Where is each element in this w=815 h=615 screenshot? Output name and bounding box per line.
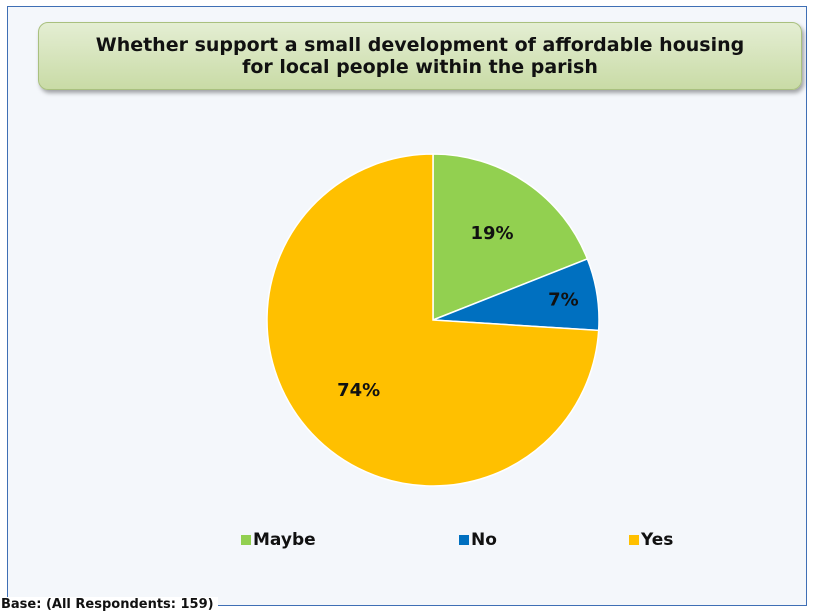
pie-slices	[266, 153, 600, 487]
legend-item-maybe: Maybe	[241, 529, 316, 551]
legend-swatch-no	[459, 535, 469, 545]
chart-title: Whether support a small development of a…	[95, 34, 745, 78]
legend-item-yes: Yes	[629, 529, 673, 551]
base-footnote: Base: (All Respondents: 159)	[1, 597, 218, 612]
pie-slice-maybe	[432, 153, 589, 322]
legend-swatch-maybe	[241, 535, 251, 545]
legend-label-no: No	[471, 530, 497, 550]
chart-title-box: Whether support a small development of a…	[38, 22, 802, 90]
legend-item-no: No	[459, 529, 497, 551]
pie-labels: 19% 7% 74%	[337, 223, 579, 401]
legend-label-maybe: Maybe	[253, 530, 316, 550]
legend-swatch-yes	[629, 535, 639, 545]
pie-slice-yes	[266, 153, 600, 487]
pie-label-no: 7%	[548, 289, 579, 310]
pie-label-yes: 74%	[337, 380, 380, 401]
pie-label-maybe: 19%	[470, 223, 513, 244]
legend-label-yes: Yes	[641, 530, 674, 550]
